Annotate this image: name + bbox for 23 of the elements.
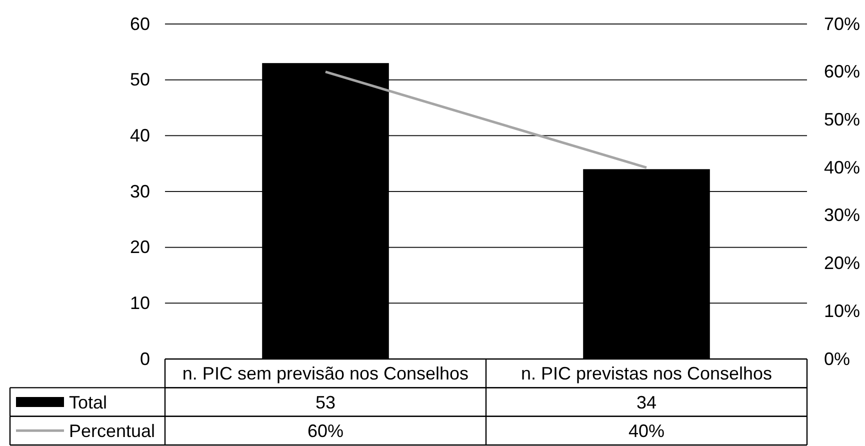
y-tick-label: 50 [130, 70, 150, 90]
y2-tick-label: 0% [824, 348, 850, 369]
data-label: 34 [636, 392, 657, 412]
legend-label: Total [69, 392, 108, 412]
y2-tick-label: 70% [824, 14, 860, 34]
y-tick-label: 60 [130, 14, 150, 34]
y2-tick-label: 40% [824, 157, 860, 178]
y-tick-label: 10 [130, 292, 150, 313]
y-tick-label: 0 [140, 348, 150, 369]
x-tick-label: n. PIC sem previsão nos Conselhos [182, 364, 469, 384]
data-label: 40% [628, 420, 665, 441]
y2-tick-label: 20% [824, 253, 860, 274]
legend-label: Percentual [69, 420, 156, 441]
y-tick-label: 30 [130, 181, 150, 202]
y2-tick-label: 60% [824, 62, 860, 82]
y2-tick-label: 10% [824, 300, 860, 321]
y2-tick-label: 30% [824, 205, 860, 226]
y-tick-label: 40 [130, 125, 150, 146]
y2-tick-label: 50% [824, 109, 860, 130]
data-label: 60% [307, 420, 344, 441]
y-tick-label: 20 [130, 237, 150, 258]
x-tick-label: n. PIC previstas nos Conselhos [520, 364, 772, 384]
data-label: 53 [315, 392, 336, 412]
